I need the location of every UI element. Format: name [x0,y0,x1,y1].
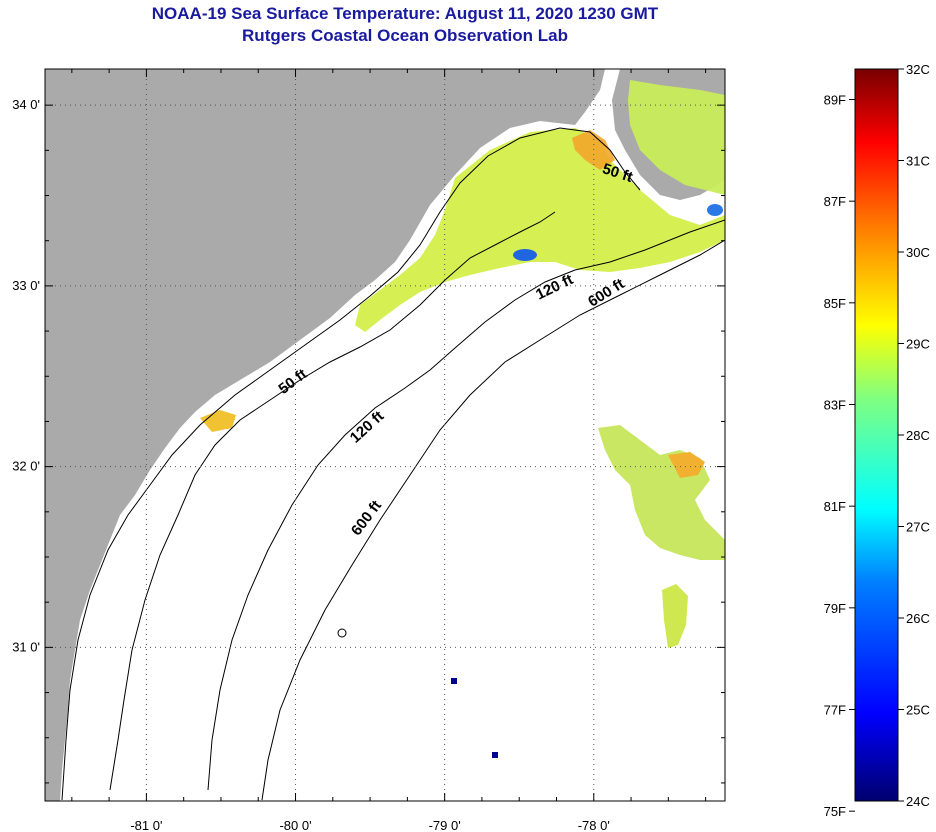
colorbar-label-f: 75F [824,804,846,819]
colorbar-labels: 32C 31C 30C 29C 28C 27C 26C 25C 24C 89F 87F 85F 83F 8… [824,62,930,819]
colorbar-label-c: 24C [906,794,930,809]
lon-tick-label: -80 0' [279,818,311,832]
map-frame [44,68,726,802]
sst-patch-north [628,80,725,195]
colorbar-label-c: 32C [906,62,930,77]
graticule [45,69,725,801]
colorbar-label-f: 81F [824,499,846,514]
axis-ticks: -81 0' -80 0' -79 0' -78 0' 34 0' 33 0' 32 0' 3… [12,69,725,832]
contour-600ft [261,239,725,801]
colorbar-label-c: 26C [906,611,930,626]
island-marker [337,628,347,638]
colorbar-label-f: 77F [824,703,846,718]
lat-tick-label: 31 0' [12,639,40,654]
colorbar-label-c: 29C [906,337,930,352]
colorbar-label-f: 89F [824,93,846,108]
lon-tick-label: -81 0' [130,818,162,832]
sst-patch-cold [513,249,537,261]
sst-patch-nearshore [355,128,725,332]
land-mass [45,69,605,801]
contour-120ft [207,219,725,791]
sst-patch-cold [451,678,457,684]
lat-tick-label: 32 0' [12,459,40,474]
colorbar-label-f: 85F [824,296,846,311]
sst-patch-sw [200,410,236,432]
sst-patch-cold [707,204,723,216]
colorbar-label-f: 87F [824,194,846,209]
colorbar-label-f: 79F [824,601,846,616]
colorbar-label-c: 25C [906,703,930,718]
map-subtitle: Rutgers Coastal Ocean Observation Lab [242,26,568,45]
lat-tick-label: 33 0' [12,278,40,293]
colorbar-label-c: 30C [906,245,930,260]
lon-tick-label: -79 0' [429,818,461,832]
colorbar-label-c: 28C [906,428,930,443]
lat-tick-label: 34 0' [12,97,40,112]
sst-patch-cold [492,752,498,758]
sst-colorbar [854,68,899,802]
contour-50ft [109,211,556,791]
sst-patch-south [662,584,688,648]
colorbar-label-c: 31C [906,154,930,169]
map-title: NOAA-19 Sea Surface Temperature: August … [151,4,659,23]
sst-patch-offshore-warm [668,452,705,478]
colorbar-label-f: 83F [824,398,846,413]
coastline [61,127,641,801]
lon-tick-label: -78 0' [578,818,610,832]
colorbar-label-c: 27C [906,520,930,535]
